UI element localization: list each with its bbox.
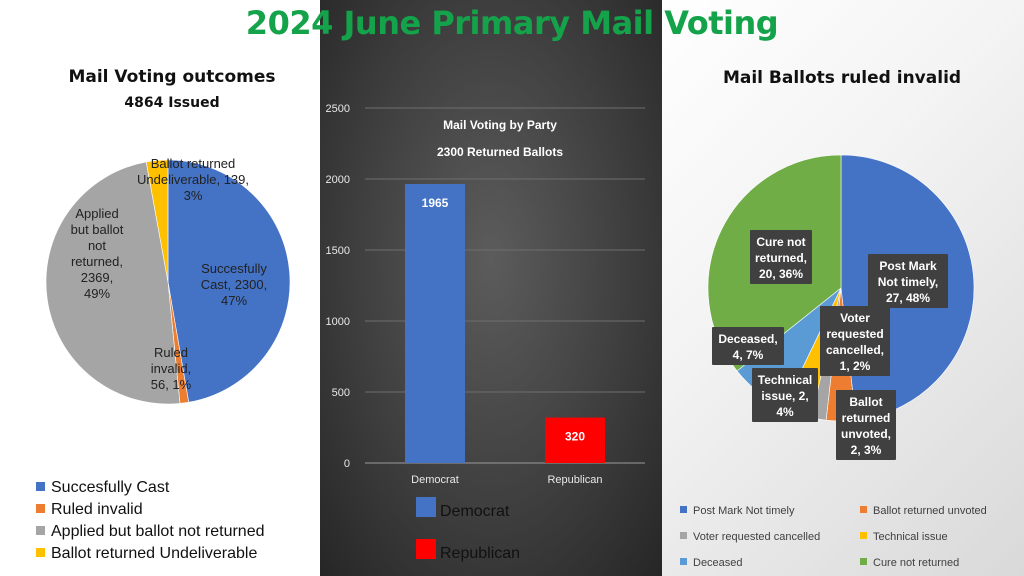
party-x-label-republican: Republican [547,474,602,486]
invalid-legend-swatch-post-mark-not-timely [680,506,687,513]
outcomes-slice-applied-but-ballot-not-returned [45,161,181,405]
invalid-legend-swatch-voter-requested-cancelled [680,532,687,539]
party-x-label-democrat: Democrat [411,474,459,486]
outcomes-data-label-succesfully-cast: Succesfully Cast, 2300, 47% [201,261,268,308]
invalid-legend-label-voter-requested-cancelled: Voter requested cancelled [693,531,820,543]
party-legend-swatch-republican [416,539,436,559]
party-data-label-republican: 320 [565,430,585,444]
invalid-legend-label-cure-not-returned: Cure not returned [873,557,959,569]
party-legend-swatch-democrat [416,497,436,517]
outcomes-data-label-ruled-invalid: Ruled invalid, 56, 1% [151,345,192,392]
party-panel: 0 500 1000 1500 2000 2500 Democrat 1965 Republic… [320,0,662,576]
outcomes-panel: Mail Voting outcomes 4864 Issued Succesful… [0,0,320,576]
party-y-tick-1500: 1500 [326,245,350,257]
party-y-tick-0: 0 [344,458,350,470]
invalid-label-box-voter-requested-cancelled [820,306,890,376]
party-bar-republican [545,417,605,463]
outcomes-data-label-ballot-returned-undeliverable: Ballot returned Undeliverable, 139, 3% [137,156,249,203]
invalid-data-label-post-mark-not-timely: Post Mark Not timely, 27, 48% [878,259,938,305]
outcomes-legend-label-ballot-returned-undeliverable: Ballot returned Undeliverable [51,545,257,562]
invalid-data-label-technical-issue: Technical issue, 2, 4% [758,373,812,419]
outcomes-chart-title: Mail Voting outcomes [68,67,275,87]
outcomes-slice-succesfully-cast [167,159,291,403]
party-y-tick-500: 500 [332,387,350,399]
party-y-tick-2500: 2500 [326,103,350,115]
invalid-legend-label-ballot-returned-unvoted: Ballot returned unvoted [873,505,987,517]
invalid-legend-swatch-deceased [680,558,687,565]
invalid-legend-swatch-ballot-returned-unvoted [860,506,867,513]
party-y-tick-2000: 2000 [326,174,350,186]
invalid-legend-swatch-technical-issue [860,532,867,539]
outcomes-legend-label-ruled-invalid: Ruled invalid [51,501,143,518]
invalid-label-box-cure-not-returned [750,230,812,284]
party-y-tick-1000: 1000 [326,316,350,328]
party-bar-democrat [405,183,465,463]
outcomes-legend-swatch-succesfully-cast [36,482,45,491]
party-legend-label-republican: Republican [440,545,520,562]
invalid-label-box-deceased [712,327,784,365]
invalid-chart: Mail Ballots ruled invalid Post Mark Not t… [680,68,987,569]
party-data-label-democrat: 1965 [422,196,449,210]
party-chart-title-line-1: Mail Voting by Party [443,118,557,132]
outcomes-slice-ballot-returned-undeliverable [145,159,169,283]
invalid-data-label-ballot-returned-unvoted: Ballot returned unvoted, 2, 3% [841,395,891,457]
invalid-data-label-cure-not-returned: Cure not returned, 20, 36% [755,235,807,281]
invalid-label-box-technical-issue [752,368,818,422]
party-chart: 0 500 1000 1500 2000 2500 Democrat 1965 Republic… [326,103,645,562]
invalid-legend-label-post-mark-not-timely: Post Mark Not timely [693,505,795,517]
party-chart-title-line-2: 2300 Returned Ballots [437,145,563,159]
invalid-chart-title: Mail Ballots ruled invalid [723,68,961,88]
outcomes-data-label-applied-but-ballot-not-returned: Applied but ballot not returned, 2369, 49% [71,206,124,301]
outcomes-legend-label-applied-but-ballot-not-returned: Applied but ballot not returned [51,523,264,540]
outcomes-chart: Mail Voting outcomes 4864 Issued Succesful… [36,67,291,562]
invalid-legend-label-deceased: Deceased [693,557,743,569]
party-legend-label-democrat: Democrat [440,503,510,520]
invalid-legend-label-technical-issue: Technical issue [873,531,948,543]
outcomes-legend-label-succesfully-cast: Succesfully Cast [51,479,170,496]
invalid-panel: Mail Ballots ruled invalid Post Mark Not t… [662,0,1024,576]
invalid-legend-swatch-cure-not-returned [860,558,867,565]
invalid-data-label-deceased: Deceased, 4, 7% [718,332,777,362]
invalid-data-label-voter-requested-cancelled: Voter requested cancelled, 1, 2% [826,311,884,373]
outcomes-chart-subtitle: 4864 Issued [124,95,219,111]
invalid-label-box-ballot-returned-unvoted [836,390,896,460]
outcomes-legend-swatch-ballot-returned-undeliverable [36,548,45,557]
page-title: 2024 June Primary Mail Voting [245,4,779,42]
outcomes-legend-swatch-ruled-invalid [36,504,45,513]
invalid-label-box-post-mark-not-timely [868,254,948,308]
outcomes-legend-swatch-applied-but-ballot-not-returned [36,526,45,535]
